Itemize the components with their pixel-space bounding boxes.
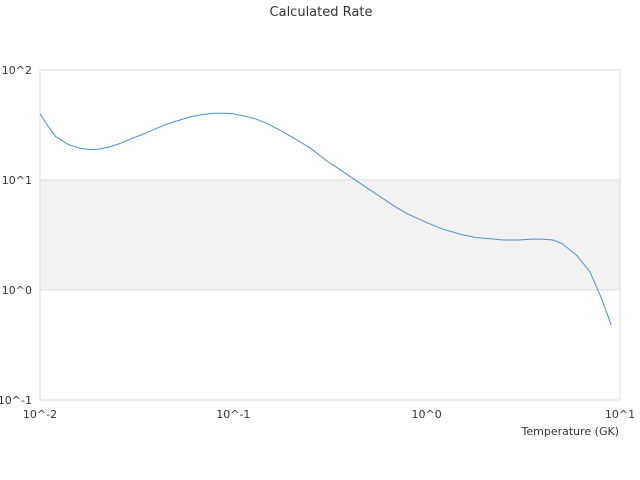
- x-axis-title: Temperature (GK): [521, 425, 620, 438]
- y-tick-label: 10^0: [2, 284, 32, 297]
- x-axis-ticks: 10^-2 10^-1 10^0 10^1: [23, 408, 635, 421]
- plot-band: [40, 180, 620, 290]
- y-tick-label: 10^1: [2, 174, 32, 187]
- x-tick-label: 10^0: [412, 408, 442, 421]
- rate-line: [39, 112, 612, 326]
- x-tick-label: 10^-2: [23, 408, 57, 421]
- plot-grid: [39, 69, 621, 401]
- chart-title: Calculated Rate: [270, 5, 373, 20]
- y-tick-label: 10^-1: [0, 394, 32, 407]
- y-axis-ticks: 10^-1 10^0 10^1 10^2: [0, 64, 32, 407]
- y-tick-label: 10^2: [2, 64, 32, 77]
- plot-bands: [40, 180, 620, 290]
- x-tick-label: 10^1: [605, 408, 635, 421]
- plot-series: [39, 112, 612, 326]
- x-tick-label: 10^-1: [216, 408, 250, 421]
